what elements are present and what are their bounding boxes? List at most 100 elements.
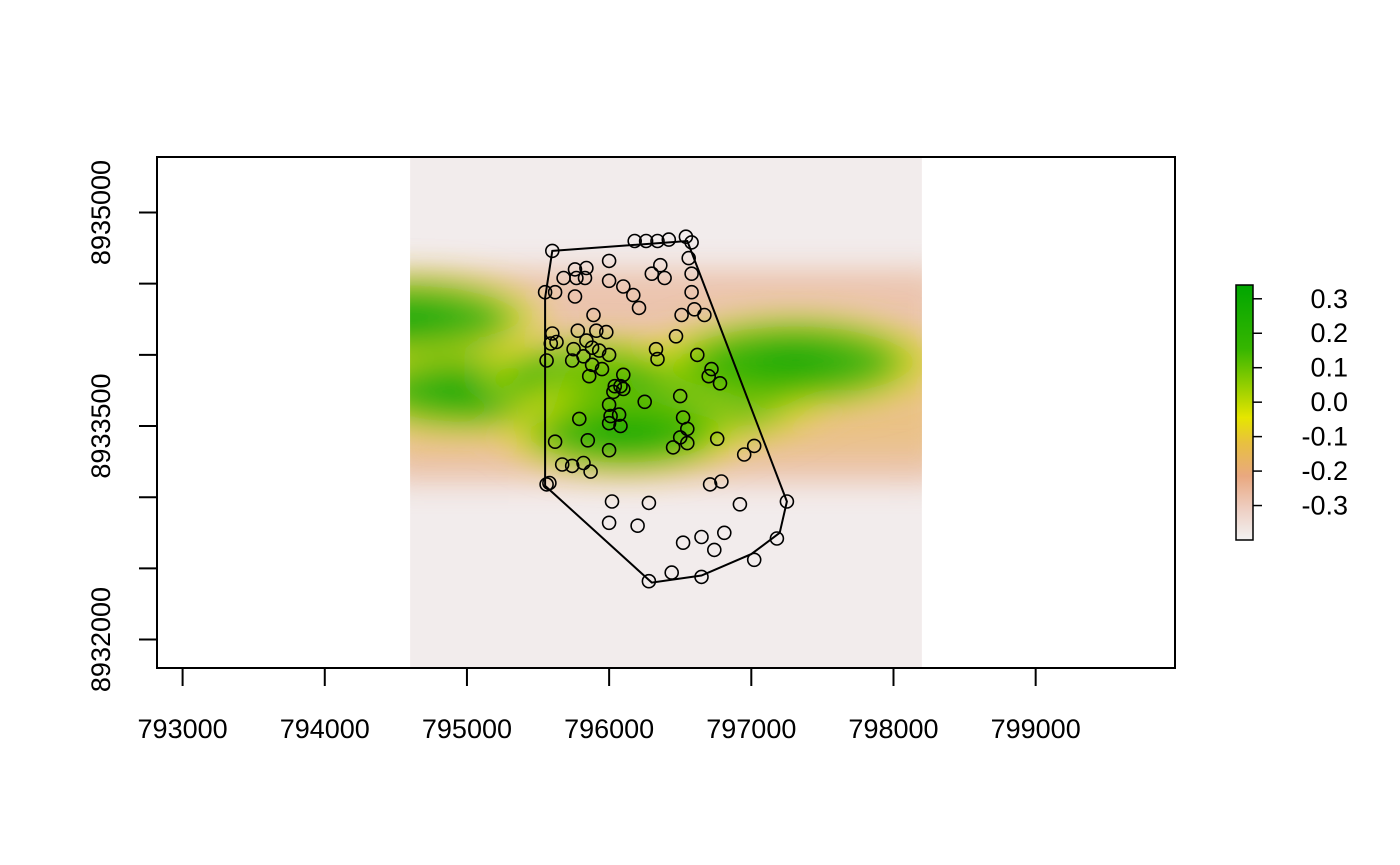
sample-point-84 (736, 447, 752, 462)
green-cell-5 (486, 386, 761, 481)
legend-tick-label-5: -0.2 (1301, 456, 1348, 486)
sample-point-76 (712, 375, 728, 391)
legend-ticks: 0.3 0.2 0.1 0.0 -0.1 -0.2 -0.3 (1253, 284, 1348, 521)
sample-point-81 (679, 435, 695, 451)
sample-point-65 (684, 266, 699, 282)
sample-point-7 (577, 270, 593, 286)
raster-layer (410, 157, 922, 668)
sample-point-9 (586, 307, 601, 323)
sample-point-51 (638, 233, 654, 249)
sample-point-55 (684, 235, 699, 250)
sample-point-66 (684, 284, 699, 300)
sample-point-28 (607, 378, 623, 394)
sample-point-77 (672, 388, 688, 404)
sample-point-87 (714, 474, 729, 489)
sample-point-4 (567, 262, 583, 277)
sample-point-0 (544, 243, 560, 259)
sample-point-12 (598, 324, 614, 340)
x-tick-label-4: 797000 (706, 714, 796, 744)
sample-point-35 (601, 415, 617, 431)
legend-tick-label-3: 0.0 (1310, 387, 1348, 417)
color-legend: 0.3 0.2 0.1 0.0 -0.1 -0.2 -0.3 (1235, 284, 1348, 541)
sample-point-30 (606, 384, 621, 400)
sample-point-62 (601, 273, 617, 289)
sample-point-25 (539, 353, 554, 368)
sample-point-94 (769, 531, 785, 546)
sample-points (537, 229, 795, 589)
y-axis: 8932000 8933500 8935000 (86, 160, 157, 692)
sample-point-83 (709, 431, 725, 447)
x-axis: 793000 794000 795000 796000 797000 798000 7990… (138, 668, 1081, 744)
sample-point-98 (641, 573, 657, 589)
sample-point-93 (746, 552, 762, 568)
sample-point-71 (648, 341, 664, 357)
sample-point-45 (542, 475, 557, 491)
sample-point-50 (627, 233, 643, 249)
legend-tick-label-6: -0.3 (1301, 491, 1348, 521)
sample-point-24 (594, 361, 610, 377)
sample-point-74 (704, 361, 719, 377)
sample-point-70 (668, 328, 684, 344)
sample-point-85 (746, 438, 762, 454)
sample-point-1 (537, 284, 553, 300)
sample-point-6 (579, 260, 594, 276)
sample-point-88 (732, 496, 748, 512)
sample-point-68 (697, 307, 712, 323)
y-tick-label-0: 8932000 (86, 587, 116, 692)
x-tick-label-3: 796000 (564, 714, 654, 744)
x-tick-label-5: 798000 (848, 714, 938, 744)
sample-point-10 (570, 323, 586, 339)
green-cell-4 (630, 305, 922, 418)
sample-point-16 (566, 341, 581, 357)
x-tick-label-6: 799000 (991, 714, 1081, 744)
sample-point-14 (543, 336, 559, 351)
legend-tick-label-1: 0.2 (1310, 318, 1348, 348)
sample-point-27 (615, 367, 631, 383)
sample-point-19 (591, 343, 607, 358)
sample-point-31 (615, 381, 631, 397)
sample-point-63 (625, 287, 641, 303)
sample-point-40 (564, 458, 580, 474)
sample-point-79 (679, 421, 695, 437)
sample-point-37 (547, 434, 563, 450)
sample-point-42 (576, 455, 591, 471)
sample-point-59 (657, 270, 672, 286)
sample-point-36 (613, 418, 628, 434)
sample-point-33 (637, 394, 653, 410)
sample-point-32 (601, 397, 617, 413)
x-tick-label-2: 795000 (422, 714, 512, 744)
sample-point-91 (675, 535, 691, 551)
sample-point-18 (584, 340, 600, 356)
sample-point-47 (601, 515, 617, 531)
y-tick-label-6: 8935000 (86, 160, 116, 265)
sample-point-39 (601, 442, 617, 458)
sample-point-58 (644, 266, 660, 282)
sample-point-38 (580, 432, 596, 448)
sample-point-49 (641, 495, 657, 511)
sample-point-60 (615, 279, 631, 294)
sample-point-95 (779, 494, 795, 509)
sampling-hull (544, 239, 788, 584)
sample-point-100 (603, 408, 618, 424)
sample-point-46 (604, 494, 620, 509)
sample-point-61 (601, 253, 617, 269)
sample-point-8 (567, 289, 583, 304)
sample-point-92 (706, 542, 722, 558)
legend-tick-label-0: 0.3 (1310, 284, 1348, 314)
x-tick-label-0: 793000 (138, 714, 228, 744)
sample-point-56 (681, 250, 697, 266)
sample-point-26 (581, 368, 597, 384)
plot-frame (156, 156, 1176, 669)
sample-point-82 (665, 440, 681, 455)
sample-point-22 (564, 353, 580, 368)
sample-point-53 (661, 232, 677, 247)
sample-point-41 (554, 457, 570, 472)
legend-color-bar (1235, 284, 1254, 541)
sample-point-75 (701, 368, 717, 384)
sample-point-96 (664, 565, 680, 580)
sample-point-20 (601, 347, 617, 363)
sample-point-99 (611, 407, 627, 422)
legend-tick-label-4: -0.1 (1301, 422, 1348, 452)
sample-point-15 (549, 334, 564, 350)
